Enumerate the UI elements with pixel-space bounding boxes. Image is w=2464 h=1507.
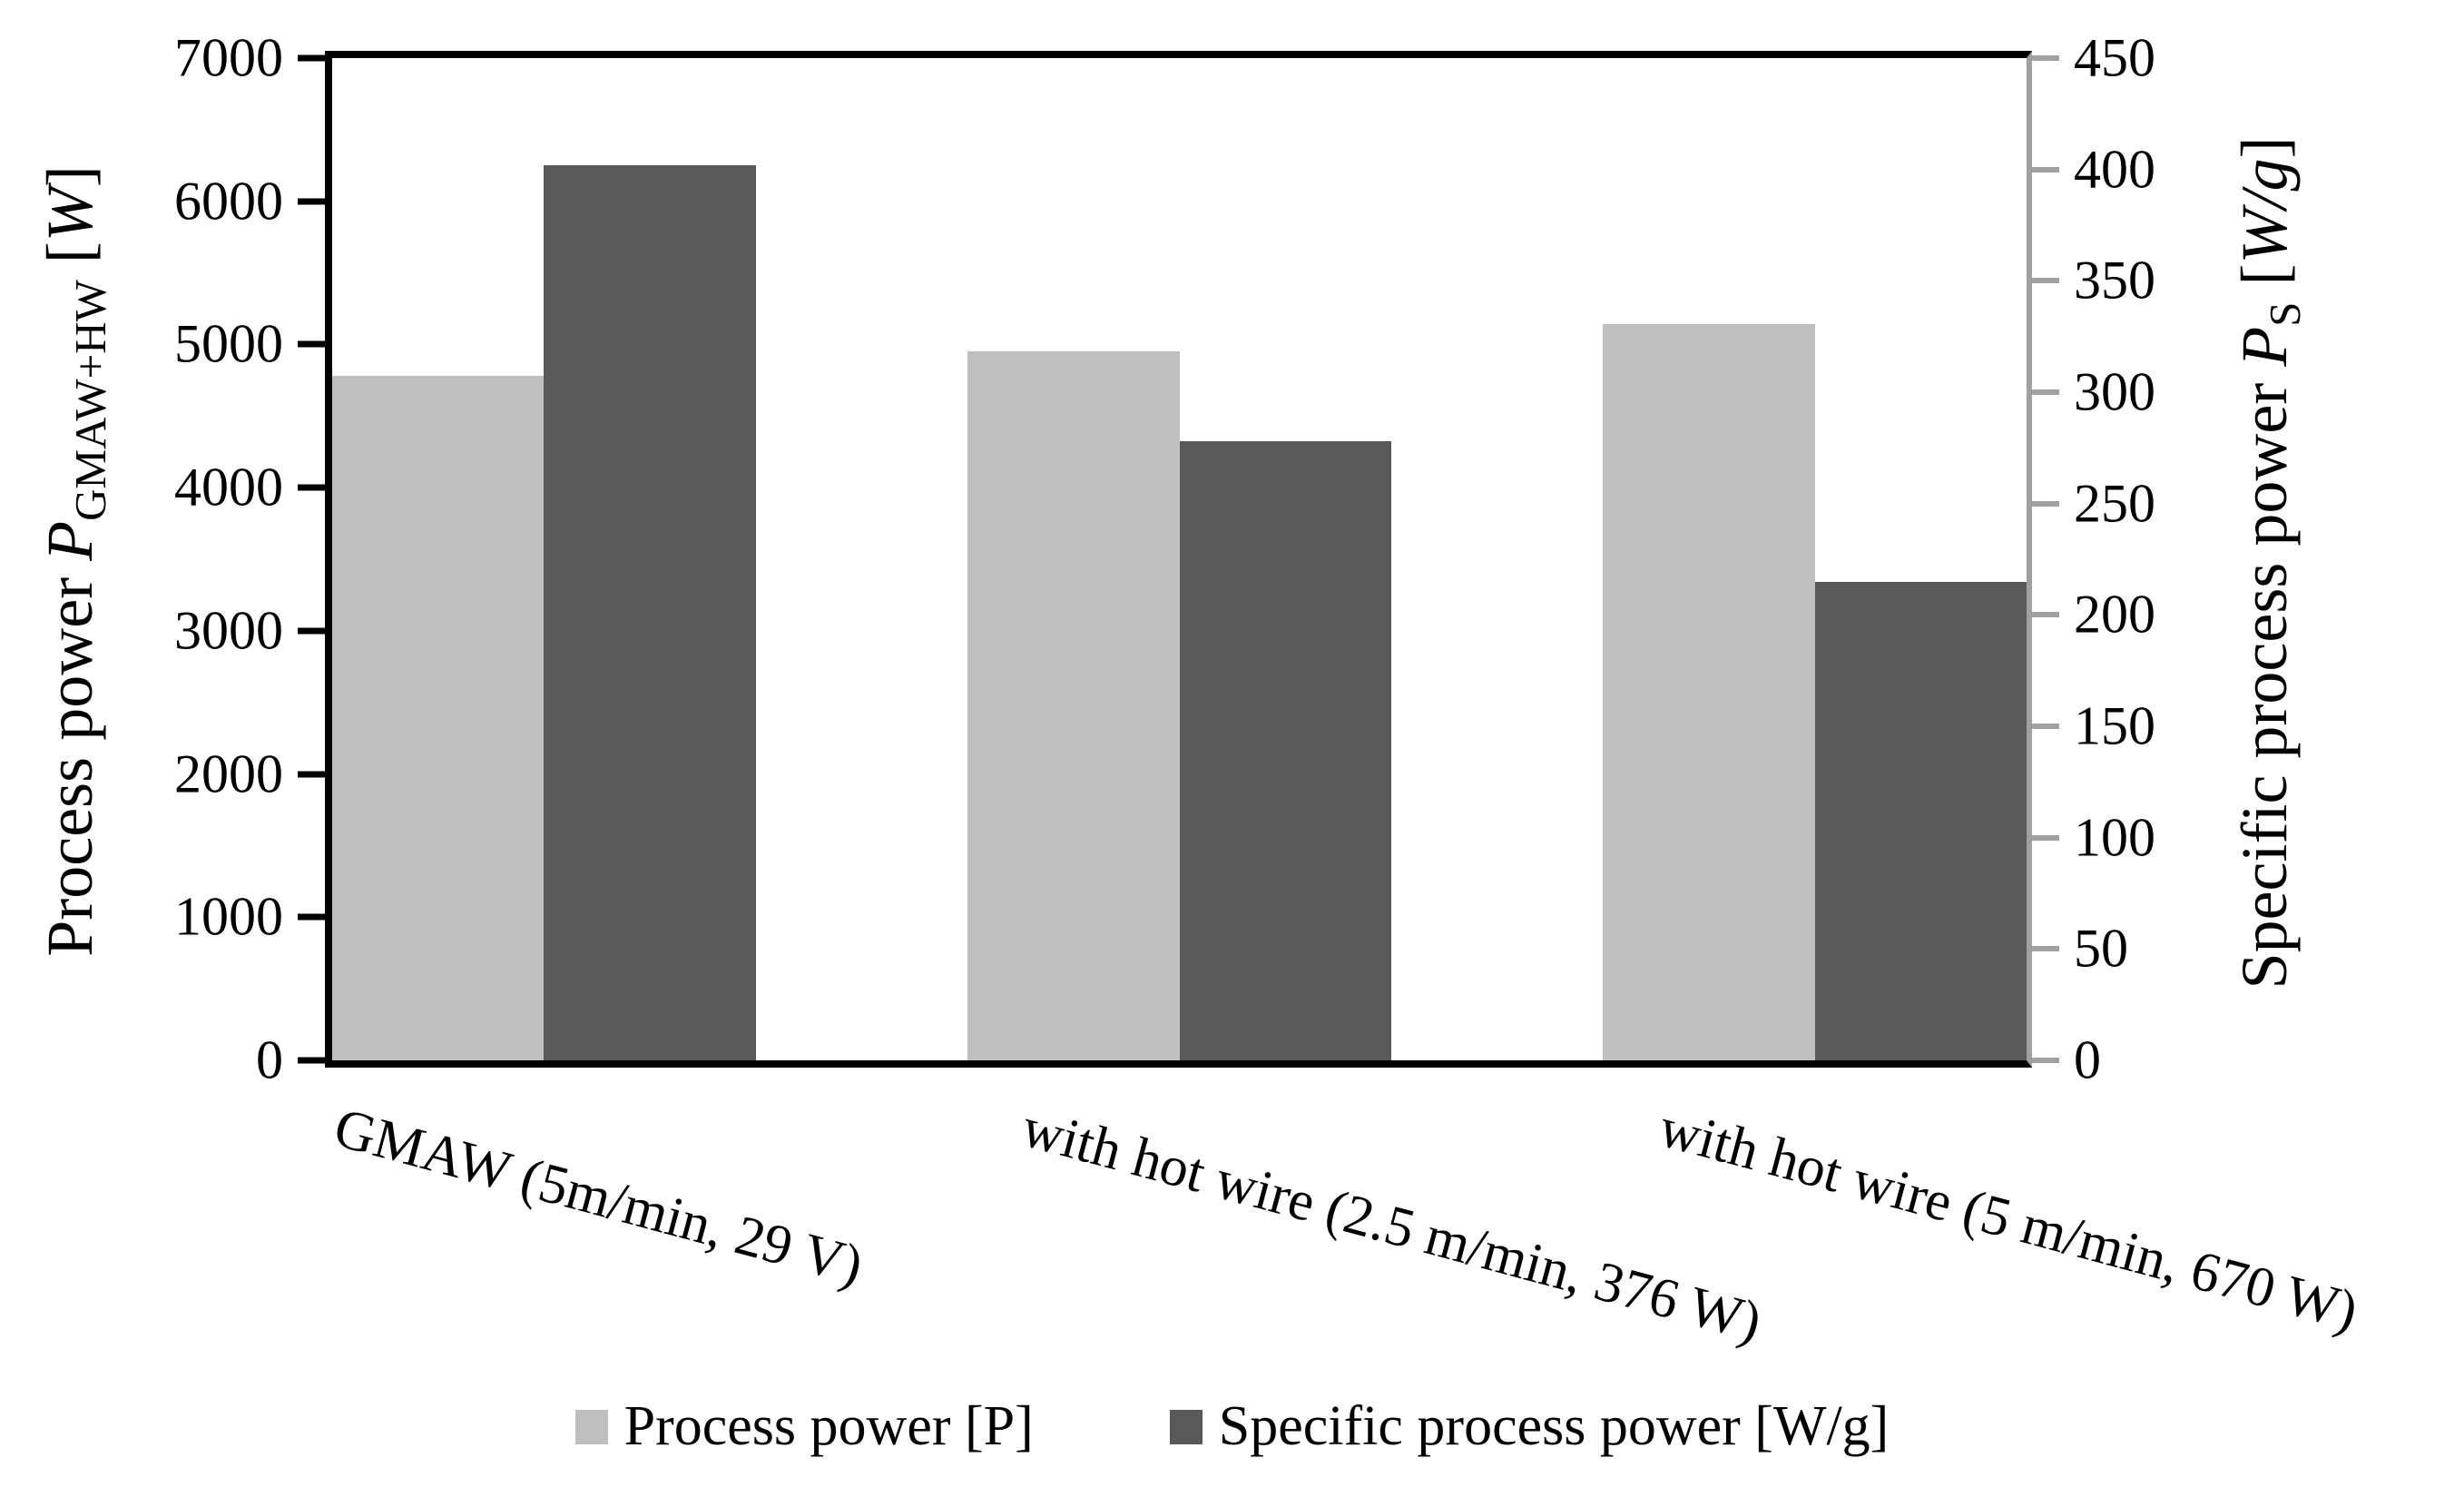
right-axis-tick (2032, 834, 2059, 841)
left-axis-tick (298, 198, 325, 205)
right-axis-symbol: P (2227, 326, 2301, 367)
right-axis-tick-label: 50 (2074, 918, 2128, 979)
bar-specific-process-power-0 (544, 164, 756, 1060)
right-axis-tick (2032, 946, 2059, 952)
left-axis-tick (298, 913, 325, 921)
bar-specific-process-power-2 (1814, 581, 2027, 1060)
legend-swatch-0 (574, 1409, 608, 1444)
right-axis-tick (2032, 278, 2059, 284)
left-axis-tick (298, 54, 325, 62)
left-axis-tick-label: 2000 (174, 744, 283, 804)
left-axis-tick (298, 771, 325, 778)
legend-label-0: Process power [P] (623, 1395, 1034, 1457)
left-axis-tick (298, 1057, 325, 1064)
right-axis-tick-label: 200 (2074, 584, 2155, 645)
legend-item-1: Specific process power [W/g] (1169, 1394, 1890, 1459)
left-axis-symbol-sub: GMAW+HW (65, 280, 116, 521)
bar-specific-process-power-1 (1179, 440, 1391, 1060)
category-label-0: GMAW (5m/min, 29 V) (328, 1097, 869, 1297)
left-axis-tick (298, 627, 325, 635)
left-axis-tick-label: 1000 (174, 886, 283, 947)
right-axis-tick (2032, 166, 2059, 172)
left-axis-tick-label: 4000 (174, 457, 283, 517)
left-axis-symbol: P (33, 520, 106, 561)
bar-process-power-1 (967, 351, 1180, 1060)
right-axis-tick (2032, 55, 2059, 61)
right-axis-tick-label: 400 (2074, 139, 2155, 200)
right-axis-tick-label: 450 (2074, 27, 2155, 88)
left-axis-unit: W (33, 187, 106, 242)
right-axis-tick-label: 250 (2074, 473, 2155, 534)
right-axis-tick (2032, 1058, 2059, 1063)
left-axis-title-text: Process power (33, 576, 106, 957)
plot-area: 0 1000 2000 3000 4000 5000 6000 7000 0 50 100 150 20… (174, 28, 2364, 1354)
bar-process-power-0 (332, 376, 545, 1060)
right-axis-tick-label: 350 (2074, 250, 2155, 310)
left-axis-title: Process power PGMAW+HW [W] (33, 165, 116, 957)
category-label-1: with hot wire (2.5 m/min, 376 W) (1016, 1097, 1768, 1354)
right-axis-tick-label: 300 (2074, 361, 2155, 422)
left-axis-tick-label: 7000 (174, 27, 283, 88)
left-axis-tick (298, 340, 325, 348)
right-axis-tick-label: 0 (2074, 1029, 2101, 1090)
right-axis-title-text: Specific process power (2227, 382, 2301, 990)
left-axis-tick (298, 484, 325, 491)
left-axis-tick-label: 6000 (174, 171, 283, 231)
left-axis-tick-label: 0 (256, 1029, 283, 1090)
left-axis-tick-label: 3000 (174, 600, 283, 661)
right-axis-tick-label: 100 (2074, 807, 2155, 868)
left-axis-unit-close: ] (33, 165, 106, 188)
right-axis-symbol-sub: S (2260, 301, 2311, 327)
left-axis-unit-open: [ (33, 241, 106, 264)
right-axis-tick (2032, 500, 2059, 507)
right-axis-tick (2032, 724, 2059, 729)
right-axis-title: Specific process power PS [W/g] (2227, 137, 2311, 990)
legend-item-0: Process power [P] (574, 1394, 1034, 1459)
right-axis-tick (2032, 612, 2059, 618)
left-axis-tick-label: 5000 (174, 313, 283, 374)
legend: Process power [P] Specific process power … (0, 1394, 2464, 1459)
right-axis-tick (2032, 389, 2059, 395)
right-axis-unit-close: ] (2227, 136, 2301, 159)
legend-swatch-1 (1169, 1409, 1203, 1444)
legend-label-1: Specific process power [W/g] (1218, 1395, 1890, 1457)
right-axis-tick-label: 150 (2074, 695, 2155, 756)
right-axis-unit-open: [ (2227, 263, 2301, 286)
right-axis-unit: W/g (2227, 158, 2301, 264)
bar-process-power-2 (1603, 324, 1815, 1060)
